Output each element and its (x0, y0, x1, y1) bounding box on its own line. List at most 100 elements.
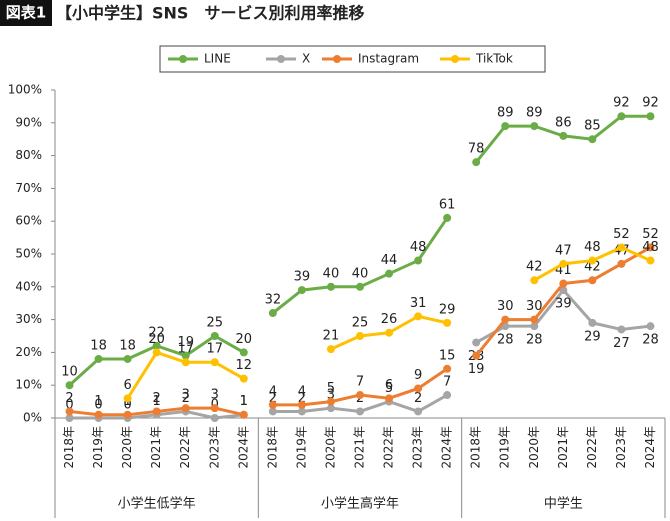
data-point (646, 243, 655, 252)
data-point (414, 384, 423, 393)
x-tick-label: 2020年 (527, 426, 541, 469)
y-tick-label: 60% (15, 214, 42, 228)
data-point (268, 400, 277, 409)
data-point (617, 112, 626, 121)
data-point (123, 394, 132, 403)
data-label: 7 (356, 375, 364, 390)
data-point (472, 351, 481, 360)
data-label: 4 (298, 384, 306, 399)
data-label: 17 (206, 342, 223, 357)
group-label: 中学生 (544, 496, 583, 512)
data-label: 3 (182, 388, 190, 403)
data-label: 52 (642, 227, 659, 242)
data-point (646, 256, 655, 265)
data-point (443, 364, 452, 373)
data-label: 92 (613, 96, 630, 111)
data-label: 2 (153, 391, 161, 406)
data-label: 1 (153, 394, 161, 409)
data-point (588, 276, 597, 285)
data-point (472, 158, 481, 167)
data-point (181, 351, 190, 360)
data-point (356, 332, 364, 340)
data-point (530, 122, 539, 131)
x-tick-label: 2018年 (62, 426, 76, 469)
data-point (530, 276, 539, 285)
x-tick-label: 2018年 (469, 426, 483, 469)
data-label: 31 (410, 296, 427, 311)
badge: 図表1 (6, 4, 46, 22)
legend-marker (333, 55, 341, 63)
data-point (559, 279, 568, 288)
data-label: 20 (148, 332, 165, 347)
data-label: 2 (414, 391, 422, 406)
x-tick-label: 2022年 (382, 426, 396, 469)
data-point (356, 407, 364, 416)
data-label: 0 (123, 398, 131, 413)
data-point (414, 407, 423, 416)
data-label: 6 (123, 378, 131, 393)
data-point (646, 112, 655, 121)
y-tick-label: 90% (15, 115, 42, 129)
x-tick-label: 2024年 (440, 426, 454, 469)
y-tick-label: 50% (15, 247, 42, 261)
data-point (385, 269, 394, 278)
data-label: 10 (61, 365, 78, 380)
data-point (210, 404, 219, 413)
data-label: 89 (526, 106, 543, 121)
data-point (530, 315, 539, 324)
legend-label: X (302, 52, 310, 66)
data-point (65, 414, 74, 422)
data-point (501, 315, 510, 324)
data-label: 1 (240, 394, 248, 409)
data-label: 89 (497, 106, 514, 121)
data-point (326, 404, 335, 413)
data-label: 28 (497, 333, 514, 348)
x-tick-label: 2022年 (178, 426, 192, 469)
data-point (123, 410, 132, 419)
x-tick-label: 2024年 (643, 426, 657, 469)
data-label: 28 (642, 333, 659, 348)
data-point (210, 414, 219, 422)
data-point (181, 358, 190, 367)
data-point (443, 318, 452, 327)
data-point (414, 256, 423, 265)
y-tick-label: 0% (23, 411, 42, 425)
legend-marker (277, 55, 285, 63)
data-point (210, 332, 219, 340)
data-point (326, 282, 335, 291)
data-point (210, 358, 219, 367)
data-label: 0 (94, 398, 102, 413)
data-point (152, 407, 161, 416)
chart-title: 【小中学生】SNS サービス別利用率推移 (56, 4, 364, 23)
data-label: 78 (468, 142, 485, 157)
legend-label: LINE (204, 52, 231, 66)
data-point (65, 381, 74, 390)
badge-box (0, 0, 52, 26)
data-point (472, 338, 481, 347)
data-label: 1 (94, 394, 102, 409)
data-point (617, 243, 626, 252)
x-tick-label: 2023年 (411, 426, 425, 469)
data-label: 26 (381, 312, 398, 327)
x-tick-label: 2019年 (294, 426, 308, 469)
data-label: 44 (381, 253, 398, 268)
data-point (443, 391, 452, 400)
data-point (268, 407, 277, 416)
data-point (617, 259, 626, 268)
data-label: 47 (555, 243, 572, 258)
data-label: 42 (526, 260, 543, 275)
data-label: 40 (352, 266, 369, 281)
data-label: 20 (236, 332, 253, 347)
data-label: 27 (613, 336, 630, 351)
data-label: 29 (584, 329, 601, 344)
data-point (297, 407, 306, 416)
data-point (385, 328, 394, 337)
data-label: 6 (385, 378, 393, 393)
y-tick-label: 70% (15, 181, 42, 195)
data-point (268, 309, 277, 318)
data-label: 2 (65, 391, 73, 406)
x-tick-label: 2023年 (207, 426, 221, 469)
data-label: 25 (352, 316, 369, 331)
x-tick-label: 2021年 (556, 426, 570, 469)
